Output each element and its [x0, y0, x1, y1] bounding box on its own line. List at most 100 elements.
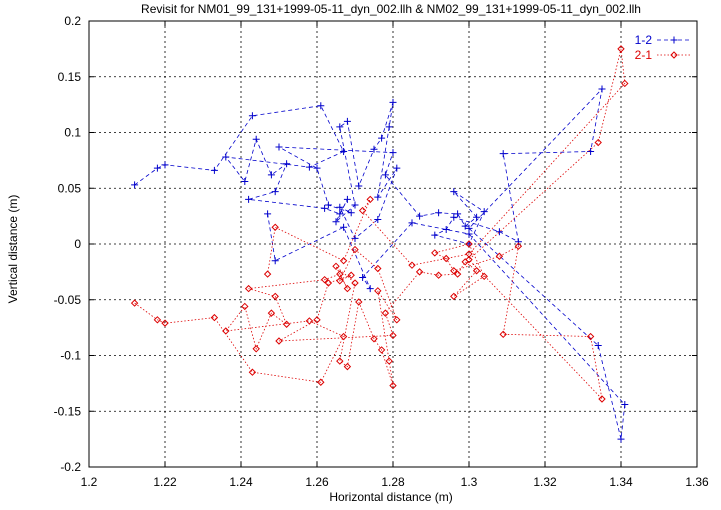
data-point: [153, 316, 162, 324]
data-point: [355, 298, 363, 306]
data-point: [153, 164, 161, 172]
x-tick-label: 1.3: [461, 475, 478, 489]
data-point: [355, 182, 363, 190]
data-point: [252, 135, 260, 143]
data-point: [222, 153, 230, 161]
data-point: [351, 201, 359, 209]
data-point: [282, 320, 291, 328]
data-point: [317, 102, 325, 110]
data-point: [359, 273, 367, 281]
data-point: [514, 238, 522, 246]
data-point: [389, 149, 397, 157]
data-point: [347, 271, 355, 279]
data-point: [480, 272, 488, 281]
data-point: [385, 357, 393, 365]
data-point: [248, 368, 257, 376]
data-point: [442, 254, 450, 263]
data-point: [621, 401, 629, 409]
data-point: [453, 270, 462, 278]
data-point: [347, 209, 355, 217]
data-point: [336, 123, 344, 131]
data-point: [416, 212, 424, 220]
data-point: [450, 292, 458, 301]
series-1-2: [131, 85, 629, 443]
data-point: [499, 150, 507, 158]
x-tick-label: 1.24: [229, 475, 253, 489]
y-tick-label: 0.2: [64, 14, 81, 28]
data-point: [332, 218, 340, 226]
data-point: [378, 134, 386, 142]
y-tick-label: 0: [74, 237, 81, 251]
data-point: [431, 249, 439, 257]
data-point: [210, 313, 219, 322]
data-point: [377, 346, 386, 354]
data-point: [244, 284, 253, 293]
data-point: [130, 299, 139, 307]
x-tick-label: 1.34: [609, 475, 633, 489]
x-tick-label: 1.32: [533, 475, 557, 489]
data-point: [393, 316, 401, 324]
y-tick-label: 0.1: [64, 126, 81, 140]
data-point: [381, 309, 390, 317]
data-point: [374, 264, 382, 273]
data-point: [415, 268, 424, 276]
y-axis-label: Vertical distance (m): [6, 195, 20, 304]
data-point: [271, 188, 279, 196]
data-point: [336, 357, 344, 365]
data-point: [339, 257, 348, 265]
y-tick-label: -0.15: [54, 404, 82, 418]
data-point: [210, 166, 218, 174]
data-point: [222, 327, 230, 335]
data-point: [264, 210, 272, 218]
data-point: [248, 112, 256, 120]
legend-label: 1-2: [635, 33, 653, 47]
data-point: [594, 341, 602, 349]
data-point: [450, 213, 458, 221]
y-tick-label: -0.2: [60, 460, 81, 474]
data-series: [130, 45, 629, 443]
data-point: [389, 98, 397, 106]
data-point: [343, 284, 352, 293]
data-point: [435, 209, 443, 217]
data-point: [241, 302, 249, 311]
legend-marker: [670, 36, 678, 44]
data-point: [336, 203, 344, 211]
chart-title: Revisit for NM01_99_131+1999-05-11_dyn_0…: [141, 2, 641, 16]
data-point: [370, 145, 378, 153]
data-point: [267, 309, 276, 317]
data-point: [381, 171, 389, 179]
legend-label: 2-1: [635, 48, 653, 62]
data-point: [587, 147, 595, 155]
data-point: [465, 250, 473, 258]
data-point: [358, 206, 367, 215]
data-point: [621, 79, 629, 88]
data-point: [450, 188, 458, 196]
data-point: [480, 208, 488, 216]
data-point: [336, 210, 344, 218]
data-point: [339, 332, 348, 341]
data-point: [465, 240, 473, 248]
data-point: [450, 267, 458, 275]
data-point: [495, 252, 504, 260]
data-point: [465, 255, 473, 264]
data-point: [340, 223, 348, 231]
x-tick-label: 1.26: [305, 475, 329, 489]
data-point: [617, 45, 625, 53]
y-tick-label: -0.05: [54, 293, 82, 307]
data-point: [305, 163, 313, 171]
data-point: [495, 228, 503, 236]
y-tick-label: -0.1: [60, 349, 81, 363]
data-point: [317, 378, 325, 386]
data-point: [393, 164, 401, 172]
axis-ticks: 1.2 1.22 1.24 1.26 1.28 1.3 1.32 1.34 1.36 -0.2 -0…: [54, 14, 709, 489]
data-point: [332, 262, 340, 271]
data-point: [340, 147, 348, 155]
data-point: [336, 277, 344, 285]
data-point: [461, 222, 469, 230]
data-point: [275, 143, 283, 151]
data-point: [275, 337, 283, 345]
data-point: [343, 195, 351, 203]
data-point: [283, 160, 291, 168]
